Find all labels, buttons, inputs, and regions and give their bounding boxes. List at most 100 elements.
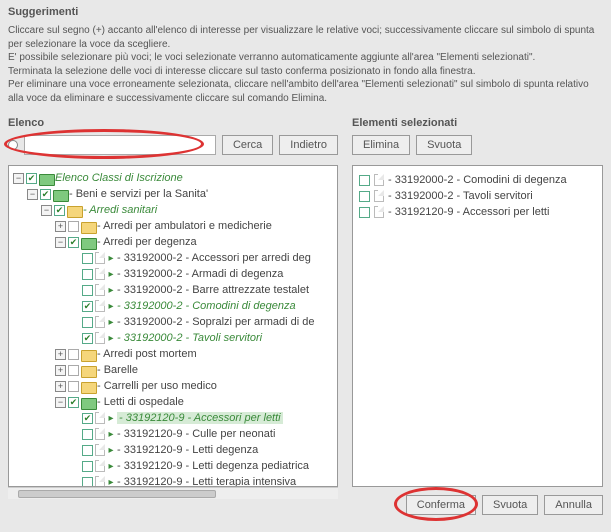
chk-n4c[interactable] [82, 285, 93, 296]
page-icon [95, 316, 105, 328]
toggle-n6[interactable]: + [55, 365, 66, 376]
tree-n3[interactable]: - Arredi per ambulatori e medicherie [97, 220, 272, 232]
chk-n8a[interactable] [82, 413, 93, 424]
chk-n6[interactable] [68, 365, 79, 376]
hints-line-3: Terminata la selezione delle voci di int… [8, 65, 603, 79]
tree-n5[interactable]: - Arredi post mortem [97, 348, 197, 360]
chk-n4a[interactable] [82, 253, 93, 264]
page-icon [95, 428, 105, 440]
horizontal-scrollbar[interactable] [8, 487, 338, 499]
toggle-n5[interactable]: + [55, 349, 66, 360]
back-button[interactable]: Indietro [279, 135, 338, 155]
arrow-icon: ▸ [107, 429, 115, 440]
toggle-n8[interactable]: − [55, 397, 66, 408]
folder-icon [81, 220, 95, 232]
tree-n8b[interactable]: - 33192120-9 - Culle per neonati [117, 428, 275, 440]
chk-n2[interactable] [54, 205, 65, 216]
chk-sel-1[interactable] [359, 175, 370, 186]
confirm-button[interactable]: Conferma [406, 495, 476, 515]
page-icon [95, 268, 105, 280]
chk-n4e[interactable] [82, 317, 93, 328]
toggle-n2[interactable]: − [41, 205, 52, 216]
tree-n8e[interactable]: - 33192120-9 - Letti terapia intensiva [117, 476, 296, 487]
tree-n4c[interactable]: - 33192000-2 - Barre attrezzate testalet [117, 284, 309, 296]
chk-n4[interactable] [68, 237, 79, 248]
page-icon [374, 190, 384, 202]
selected-item: - 33192120-9 - Accessori per letti [359, 204, 596, 220]
chk-sel-3[interactable] [359, 207, 370, 218]
tree-root[interactable]: Elenco Classi di Iscrizione [55, 172, 183, 184]
page-icon [95, 252, 105, 264]
chk-root[interactable] [26, 173, 37, 184]
sel-label-1[interactable]: - 33192000-2 - Comodini di degenza [388, 174, 567, 186]
tree-n8c[interactable]: - 33192120-9 - Letti degenza [117, 444, 258, 456]
page-icon [95, 476, 105, 487]
chk-sel-2[interactable] [359, 191, 370, 202]
chk-n8c[interactable] [82, 445, 93, 456]
tree-n2[interactable]: - Arredi sanitari [83, 204, 157, 216]
tree-n4[interactable]: - Arredi per degenza [97, 236, 197, 248]
search-radio[interactable] [8, 140, 18, 150]
tree-n7[interactable]: - Carrelli per uso medico [97, 380, 217, 392]
tree-n4f[interactable]: - 33192000-2 - Tavoli servitori [117, 332, 262, 344]
chk-n7[interactable] [68, 381, 79, 392]
chk-n1[interactable] [40, 189, 51, 200]
folder-icon [81, 364, 95, 376]
chk-n4f[interactable] [82, 333, 93, 344]
tree-n6[interactable]: - Barelle [97, 364, 138, 376]
toggle-n7[interactable]: + [55, 381, 66, 392]
hints-line-1: Cliccare sul segno (+) accanto all'elenc… [8, 24, 603, 51]
sel-label-2[interactable]: - 33192000-2 - Tavoli servitori [388, 190, 533, 202]
hints-title: Suggerimenti [8, 6, 603, 18]
toggle-n1[interactable]: − [27, 189, 38, 200]
folder-icon [67, 204, 81, 216]
chk-n8b[interactable] [82, 429, 93, 440]
folder-icon [81, 348, 95, 360]
cancel-button[interactable]: Annulla [544, 495, 603, 515]
toggle-root[interactable]: − [13, 173, 24, 184]
arrow-icon: ▸ [107, 317, 115, 328]
arrow-icon: ▸ [107, 477, 115, 488]
tree-n4b[interactable]: - 33192000-2 - Armadi di degenza [117, 268, 283, 280]
search-row: Cerca Indietro [8, 135, 338, 155]
chk-n5[interactable] [68, 349, 79, 360]
hints-panel: Suggerimenti Cliccare sul segno (+) acca… [0, 0, 611, 111]
tree-n8d[interactable]: - 33192120-9 - Letti degenza pediatrica [117, 460, 309, 472]
chk-n8[interactable] [68, 397, 79, 408]
chk-n4d[interactable] [82, 301, 93, 312]
chk-n8e[interactable] [82, 477, 93, 488]
hints-line-4: Per eliminare una voce erroneamente sele… [8, 78, 603, 105]
footer-empty-button[interactable]: Svuota [482, 495, 538, 515]
delete-button[interactable]: Elimina [352, 135, 410, 155]
folder-icon [81, 380, 95, 392]
tree-n1[interactable]: - Beni e servizi per la Sanita' [69, 188, 208, 200]
tree-n4a[interactable]: - 33192000-2 - Accessori per arredi deg [117, 252, 311, 264]
sel-label-3[interactable]: - 33192120-9 - Accessori per letti [388, 206, 549, 218]
toggle-n4[interactable]: − [55, 237, 66, 248]
page-icon [95, 460, 105, 472]
chk-n3[interactable] [68, 221, 79, 232]
tree-n4d[interactable]: - 33192000-2 - Comodini di degenza [117, 300, 296, 312]
arrow-icon: ▸ [107, 301, 115, 312]
tree-container[interactable]: − Elenco Classi di Iscrizione − [8, 165, 338, 487]
hints-line-2: E' possibile selezionare più voci; le vo… [8, 51, 603, 65]
tree-n4e[interactable]: - 33192000-2 - Sopralzi per armadi di de [117, 316, 315, 328]
folder-icon [39, 172, 53, 184]
empty-button[interactable]: Svuota [416, 135, 472, 155]
tree-n8[interactable]: - Letti di ospedale [97, 396, 184, 408]
footer-buttons: Conferma Svuota Annulla [352, 495, 603, 515]
arrow-icon: ▸ [107, 461, 115, 472]
chk-n8d[interactable] [82, 461, 93, 472]
search-input[interactable] [24, 135, 216, 155]
tree-n8a[interactable]: - 33192120-9 - Accessori per letti [117, 412, 283, 424]
chk-n4b[interactable] [82, 269, 93, 280]
page-icon [95, 444, 105, 456]
search-button[interactable]: Cerca [222, 135, 273, 155]
toggle-n3[interactable]: + [55, 221, 66, 232]
left-title: Elenco [8, 117, 338, 129]
arrow-icon: ▸ [107, 285, 115, 296]
arrow-icon: ▸ [107, 333, 115, 344]
arrow-icon: ▸ [107, 253, 115, 264]
right-panel: Elementi selezionati Elimina Svuota - 33… [352, 111, 603, 515]
selected-container: - 33192000-2 - Comodini di degenza - 331… [352, 165, 603, 487]
